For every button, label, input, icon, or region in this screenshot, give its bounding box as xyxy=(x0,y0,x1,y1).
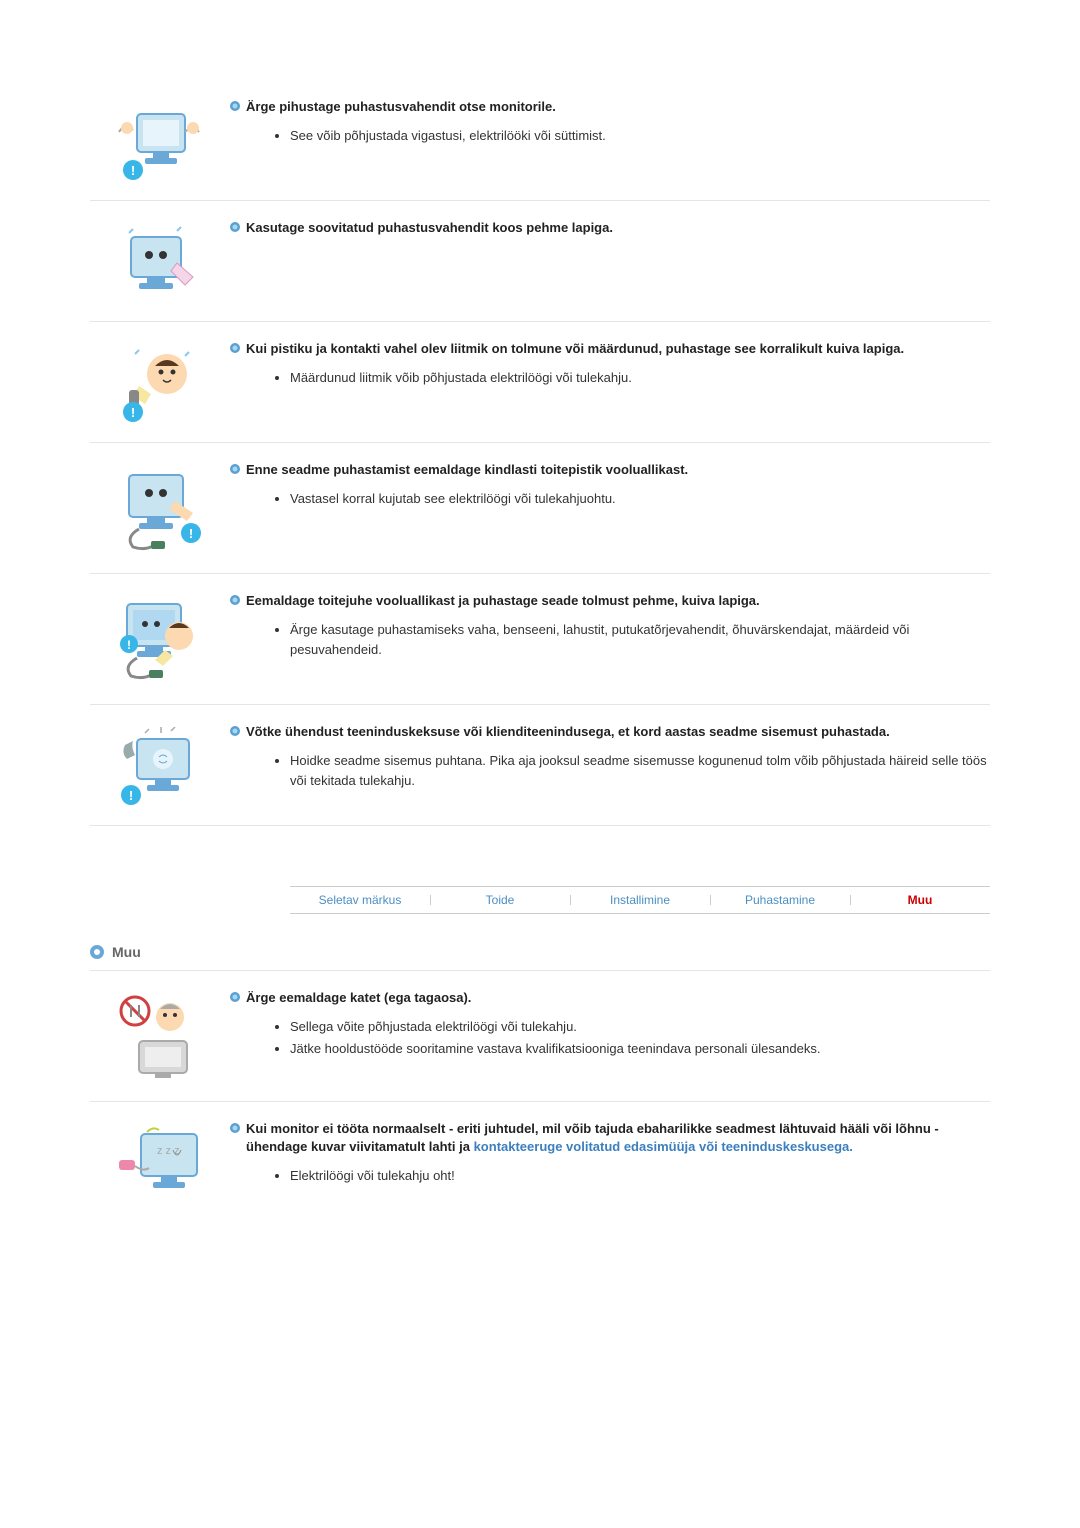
bullet-icon xyxy=(230,1123,240,1133)
safety-title-row: Võtke ühendust teeninduskeksuse või klie… xyxy=(230,723,990,741)
bullet-icon xyxy=(230,992,240,1002)
illustration-plug-clean: ! xyxy=(90,340,230,424)
safety-section: ! Eemaldage toitejuhe vooluallikast ja p… xyxy=(90,574,990,705)
tab-other[interactable]: Muu xyxy=(850,893,990,907)
safety-title: Kasutage soovitatud puhastusvahendit koo… xyxy=(246,219,613,237)
bullet-icon xyxy=(230,595,240,605)
safety-details: Ärge kasutage puhastamiseks vaha, bensee… xyxy=(290,620,990,659)
safety-detail: Sellega võite põhjustada elektrilöögi võ… xyxy=(290,1017,990,1037)
tab-cleaning[interactable]: Puhastamine xyxy=(710,893,850,907)
bullet-icon xyxy=(230,343,240,353)
illustration-service-call: ! xyxy=(90,723,230,807)
section-header-muu: Muu xyxy=(90,944,990,960)
illustration-no-cover-remove xyxy=(90,989,230,1083)
section-header-icon xyxy=(90,945,104,959)
illustration-abnormal-disconnect: z z z xyxy=(90,1120,230,1204)
tab-notation[interactable]: Seletav märkus xyxy=(290,893,430,907)
bullet-icon xyxy=(230,464,240,474)
safety-details: Vastasel korral kujutab see elektrilöögi… xyxy=(290,489,990,509)
svg-text:!: ! xyxy=(127,638,131,652)
safety-title-row: Kui pistiku ja kontakti vahel olev liitm… xyxy=(230,340,990,358)
safety-detail: Vastasel korral kujutab see elektrilöögi… xyxy=(290,489,990,509)
safety-title: Kui pistiku ja kontakti vahel olev liitm… xyxy=(246,340,904,358)
safety-title: Ärge pihustage puhastusvahendit otse mon… xyxy=(246,98,556,116)
safety-title-row: Ärge pihustage puhastusvahendit otse mon… xyxy=(230,98,990,116)
safety-title-row: Kui monitor ei tööta normaalselt - eriti… xyxy=(230,1120,990,1156)
tab-install[interactable]: Installimine xyxy=(570,893,710,907)
safety-section: Ärge eemaldage katet (ega tagaosa). Sell… xyxy=(90,971,990,1102)
safety-details: Määrdunud liitmik võib põhjustada elektr… xyxy=(290,368,990,388)
safety-section: z z z Kui monitor ei tööta normaalselt -… xyxy=(90,1102,990,1222)
svg-text:!: ! xyxy=(131,163,135,178)
tab-power[interactable]: Toide xyxy=(430,893,570,907)
safety-title-row: Eemaldage toitejuhe vooluallikast ja puh… xyxy=(230,592,990,610)
safety-title: Enne seadme puhastamist eemaldage kindla… xyxy=(246,461,688,479)
safety-section: ! Enne seadme puhastamist eemaldage kind… xyxy=(90,443,990,574)
safety-section: Kasutage soovitatud puhastusvahendit koo… xyxy=(90,201,990,322)
svg-text:!: ! xyxy=(131,405,135,420)
safety-detail: Jätke hooldustööde sooritamine vastava k… xyxy=(290,1039,990,1059)
safety-detail: Elektrilöögi või tulekahju oht! xyxy=(290,1166,990,1186)
illustration-spray-monitor: ! xyxy=(90,98,230,182)
safety-section: ! Võtke ühendust teeninduskeksuse või kl… xyxy=(90,705,990,826)
safety-details: Sellega võite põhjustada elektrilöögi võ… xyxy=(290,1017,990,1058)
safety-title-row: Enne seadme puhastamist eemaldage kindla… xyxy=(230,461,990,479)
illustration-unplug-before-clean: ! xyxy=(90,461,230,555)
section-header-text: Muu xyxy=(112,944,141,960)
safety-section: ! Ärge pihustage puhastusvahendit otse m… xyxy=(90,80,990,201)
safety-title-row: Kasutage soovitatud puhastusvahendit koo… xyxy=(230,219,990,237)
svg-text:!: ! xyxy=(129,788,133,803)
safety-title: Kui monitor ei tööta normaalselt - eriti… xyxy=(246,1120,990,1156)
safety-title: Ärge eemaldage katet (ega tagaosa). xyxy=(246,989,471,1007)
safety-details: Elektrilöögi või tulekahju oht! xyxy=(290,1166,990,1186)
safety-title-row: Ärge eemaldage katet (ega tagaosa). xyxy=(230,989,990,1007)
bullet-icon xyxy=(230,101,240,111)
safety-details: Hoidke seadme sisemus puhtana. Pika aja … xyxy=(290,751,990,790)
bullet-icon xyxy=(230,222,240,232)
safety-detail: See võib põhjustada vigastusi, elektrilö… xyxy=(290,126,990,146)
safety-detail: Määrdunud liitmik võib põhjustada elektr… xyxy=(290,368,990,388)
safety-title: Võtke ühendust teeninduskeksuse või klie… xyxy=(246,723,890,741)
illustration-soft-cloth xyxy=(90,219,230,303)
safety-title: Eemaldage toitejuhe vooluallikast ja puh… xyxy=(246,592,760,610)
illustration-unplug-wipe: ! xyxy=(90,592,230,686)
safety-section: ! Kui pistiku ja kontakti vahel olev lii… xyxy=(90,322,990,443)
bullet-icon xyxy=(230,726,240,736)
safety-details: See võib põhjustada vigastusi, elektrilö… xyxy=(290,126,990,146)
svg-text:!: ! xyxy=(189,526,193,541)
safety-detail: Hoidke seadme sisemus puhtana. Pika aja … xyxy=(290,751,990,790)
safety-detail: Ärge kasutage puhastamiseks vaha, bensee… xyxy=(290,620,990,659)
tabs: Seletav märkus Toide Installimine Puhast… xyxy=(290,886,990,914)
service-link[interactable]: kontakteeruge volitatud edasimüüja või t… xyxy=(474,1139,853,1154)
